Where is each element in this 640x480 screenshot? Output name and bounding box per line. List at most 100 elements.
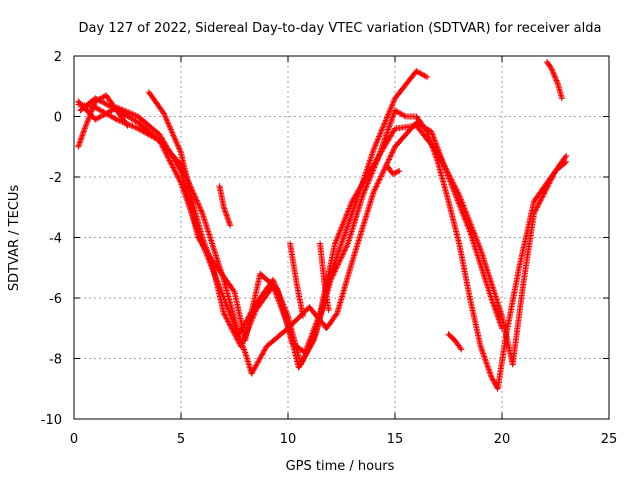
data-point: [448, 181, 455, 188]
data-point: [386, 123, 393, 130]
data-point: [447, 179, 454, 186]
data-point: [371, 164, 378, 171]
data-point: [274, 294, 281, 301]
data-point: [371, 186, 378, 193]
data-point: [299, 357, 306, 364]
data-point: [248, 317, 255, 324]
data-point: [345, 208, 352, 215]
data-point: [239, 340, 246, 347]
data-point: [482, 357, 489, 364]
data-point: [484, 362, 491, 369]
data-point: [343, 211, 350, 218]
data-point: [91, 101, 98, 108]
data-point: [376, 151, 383, 158]
data-point: [164, 119, 171, 126]
data-point: [375, 152, 382, 159]
data-point: [283, 317, 290, 324]
data-point: [389, 114, 396, 121]
data-point: [494, 313, 501, 320]
data-point: [176, 145, 183, 152]
data-point: [227, 311, 234, 318]
data-point: [196, 204, 203, 211]
data-point: [329, 272, 336, 279]
data-point: [340, 220, 347, 227]
data-point: [337, 257, 344, 264]
data-point: [227, 222, 234, 229]
data-point: [176, 177, 183, 184]
data-point: [169, 129, 176, 136]
data-point: [282, 314, 289, 321]
data-point: [379, 169, 386, 176]
data-point: [488, 373, 495, 380]
data-point: [208, 260, 215, 267]
data-point: [548, 65, 555, 72]
data-point: [90, 104, 97, 111]
data-point: [385, 126, 392, 133]
data-point: [202, 243, 209, 250]
data-point: [185, 202, 192, 209]
data-point: [89, 105, 96, 112]
data-point: [479, 349, 486, 356]
data-point: [442, 166, 449, 173]
data-point: [167, 125, 174, 132]
data-point: [374, 136, 381, 143]
data-point: [177, 178, 184, 185]
data-point: [280, 310, 287, 317]
data-point: [172, 138, 179, 145]
data-point: [384, 112, 391, 119]
data-point: [234, 336, 241, 343]
data-point: [280, 309, 287, 316]
data-point: [297, 360, 304, 367]
data-point: [340, 235, 347, 242]
data-point: [281, 313, 288, 320]
data-point: [165, 156, 172, 163]
data-point: [376, 149, 383, 156]
data-point: [491, 380, 498, 387]
data-point: [427, 138, 434, 145]
data-point: [439, 157, 446, 164]
data-point: [359, 192, 366, 199]
data-point: [330, 271, 337, 278]
data-point: [464, 221, 471, 228]
data-point: [558, 95, 565, 102]
series-segment-e: [445, 331, 465, 353]
data-point: [432, 153, 439, 160]
data-point: [180, 187, 187, 194]
data-point: [86, 112, 93, 119]
y-tick-label: 0: [54, 111, 62, 126]
data-point: [178, 181, 185, 188]
data-point: [336, 247, 343, 254]
data-point: [462, 216, 469, 223]
data-point: [328, 275, 335, 282]
data-point: [306, 345, 313, 352]
y-tick-label: 2: [54, 50, 62, 65]
data-point: [226, 308, 233, 315]
data-point: [554, 78, 561, 85]
data-point: [389, 149, 396, 156]
data-point: [183, 194, 190, 201]
data-point: [344, 241, 351, 248]
data-point: [333, 236, 340, 243]
data-point: [480, 352, 487, 359]
data-point: [129, 123, 136, 130]
data-point: [88, 108, 95, 115]
y-axis-label: SDTVAR / TECUs: [7, 185, 22, 292]
data-point: [479, 347, 486, 354]
data-point: [339, 238, 346, 245]
data-point: [249, 369, 256, 376]
data-point: [229, 326, 236, 333]
data-point: [371, 187, 378, 194]
data-point: [429, 143, 436, 150]
data-point: [166, 157, 173, 164]
data-point: [386, 155, 393, 162]
data-point: [538, 194, 545, 201]
data-point: [261, 347, 268, 354]
data-point: [115, 117, 122, 124]
data-point: [383, 130, 390, 137]
data-point: [379, 126, 386, 133]
data-point: [433, 154, 440, 161]
data-point: [123, 121, 130, 128]
data-point: [377, 174, 384, 181]
data-point: [425, 132, 432, 139]
data-point: [345, 220, 352, 227]
